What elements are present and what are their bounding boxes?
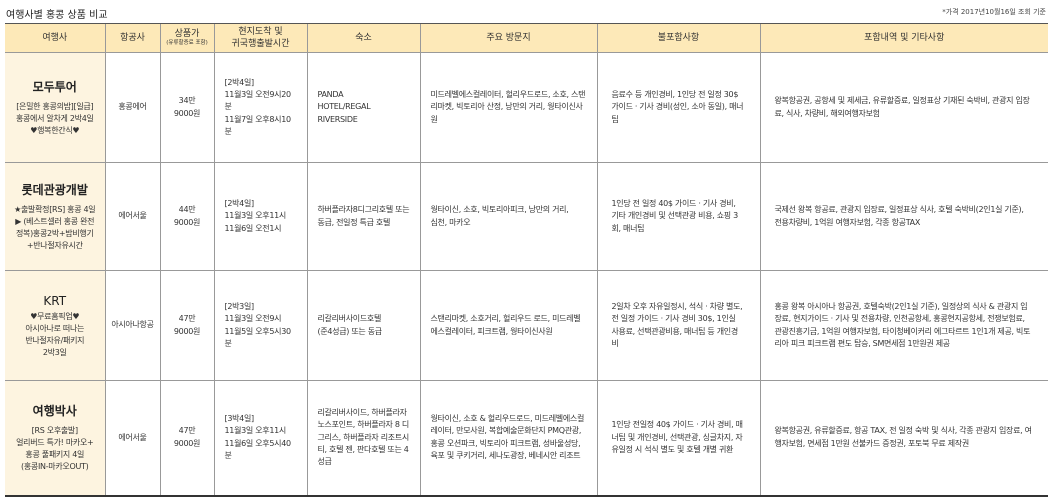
page-title: 여행사별 홍콩 상품 비교 (6, 10, 108, 21)
excluded-cell: 1인당 전 일정 40$ 가이드 · 기사 경비, 기타 개인경비 및 선택관광… (596, 162, 760, 271)
sights-cell: 웡타이신, 소호 & 헐리우드로드, 미드레벨에스컬레이터, 만모사원, 복합예… (419, 380, 597, 497)
header-times: 현지도착 및 귀국행출발시간 (213, 23, 307, 53)
header-price: 상품가 (유류할증료 포함) (159, 23, 214, 53)
table-row: KRT ♥무료홈픽업♥ 아시아나로 떠나는 반나절자유/패키지 2박3일 아시아나… (5, 270, 1048, 381)
sights-cell: 스탠리마켓, 소호거리, 헐리우드 로드, 미드레벨 에스컬레이터, 피크트램,… (419, 270, 597, 381)
agency-cell: KRT ♥무료홈픽업♥ 아시아나로 떠나는 반나절자유/패키지 2박3일 (5, 270, 105, 381)
table-row: 여행박사 [RS 오후출발] 얼리버드 특가! 마카오+ 홍콩 풀패키지 4일 (… (5, 380, 1048, 497)
times-cell: [3박4일] 11월3일 오후11시 11월6일 오후5시40분 (213, 380, 307, 497)
included-cell: 홍콩 왕복 아시아나 항공권, 호텔숙박(2인1실 기준), 일정상의 식사 &… (759, 270, 1048, 381)
header-price-label: 상품가 (174, 29, 200, 40)
header-sights: 주요 방문지 (419, 23, 597, 53)
table-row: 롯데관광개발 ★출발확정[RS] 홍콩 4일 ▶ (베스트셀러 홍콩 완전 정복)… (5, 162, 1048, 271)
header-excluded: 불포함사항 (596, 23, 760, 53)
times-cell: [2박4일] 11월3일 오전9시20분 11월7일 오후8시10분 (213, 52, 307, 163)
price-cell: 47만 9000원 (159, 380, 214, 497)
sights-cell: 미드레벨에스컬레이터, 헐리우드로드, 소호, 스탠리마켓, 빅토리아 산정, … (419, 52, 597, 163)
agency-name: 롯데관광개발 (21, 183, 88, 198)
excluded-cell: 음료수 등 개인경비, 1인당 전 일정 30$ 가이드 · 기사 경비(성인,… (596, 52, 760, 163)
price-basis-note: *가격 2017년10월16일 조회 기준 (942, 8, 1046, 16)
agency-cell: 롯데관광개발 ★출발확정[RS] 홍콩 4일 ▶ (베스트셀러 홍콩 완전 정복)… (5, 162, 105, 271)
agency-name: 모두투어 (32, 80, 77, 95)
header-row: 여행사 항공사 상품가 (유류할증료 포함) 현지도착 및 귀국행출발시간 숙소 … (5, 23, 1048, 53)
included-cell: 왕복항공권, 유류할증료, 항공 TAX, 전 일정 숙박 및 식사, 각종 관… (759, 380, 1048, 497)
header-price-sub: (유류할증료 포함) (166, 40, 208, 47)
airline-cell: 에어서울 (104, 380, 160, 497)
header-hotel: 숙소 (306, 23, 420, 53)
times-cell: [2박3일] 11월3일 오전9시 11월5일 오후5시30분 (213, 270, 307, 381)
times-cell: [2박4일] 11월3일 오후11시 11월6일 오전1시 (213, 162, 307, 271)
sights-cell: 웡타이신, 소호, 빅토리아피크, 낭만의 거리, 심천, 마카오 (419, 162, 597, 271)
header-included: 포함내역 및 기타사항 (759, 23, 1048, 53)
price-cell: 44만 9000원 (159, 162, 214, 271)
agency-name: 여행박사 (32, 404, 77, 419)
product-name: ★출발확정[RS] 홍콩 4일 ▶ (베스트셀러 홍콩 완전 정복)홍콩2박+밤… (14, 204, 96, 250)
hotel-cell: PANDA HOTEL/REGAL RIVERSIDE (306, 52, 420, 163)
header-airline: 항공사 (104, 23, 160, 53)
excluded-cell: 2일차 오후 자유일정시, 석식 · 차량 별도, 전 일정 가이드 · 기사 … (596, 270, 760, 381)
price-cell: 34만 9000원 (159, 52, 214, 163)
agency-cell: 모두투어 [은밀한 홍콩의밤][일급] 홍콩에서 알차게 2박4일 ♥행복한간식♥ (5, 52, 105, 163)
airline-cell: 에어서울 (104, 162, 160, 271)
agency-cell: 여행박사 [RS 오후출발] 얼리버드 특가! 마카오+ 홍콩 풀패키지 4일 (… (5, 380, 105, 497)
product-name: [은밀한 홍콩의밤][일급] 홍콩에서 알차게 2박4일 ♥행복한간식♥ (15, 101, 94, 135)
included-cell: 왕복항공권, 공항세 및 제세금, 유류할증료, 일정표상 기재된 숙박비, 관… (759, 52, 1048, 163)
agency-name: KRT (43, 294, 67, 309)
airline-cell: 홍콩에어 (104, 52, 160, 163)
product-name: [RS 오후출발] 얼리버드 특가! 마카오+ 홍콩 풀패키지 4일 (홍콩IN… (16, 426, 94, 472)
table-row: 모두투어 [은밀한 홍콩의밤][일급] 홍콩에서 알차게 2박4일 ♥행복한간식♥… (5, 52, 1048, 163)
price-cell: 47만 9000원 (159, 270, 214, 381)
hotel-cell: 리갈리버사이드호텔 (준4성급) 또는 동급 (306, 270, 420, 381)
excluded-cell: 1인당 전일정 40$ 가이드 · 기사 경비, 매너팁 및 개인경비, 선택관… (596, 380, 760, 497)
airline-cell: 아시아나항공 (104, 270, 160, 381)
included-cell: 국제선 왕복 항공료, 관광지 입장료, 일정표상 식사, 호텔 숙박비(2인1… (759, 162, 1048, 271)
hotel-cell: 리갈리버사이드, 하버플라자 노스포인트, 하버플라자 8 디그리스, 하버플라… (306, 380, 420, 497)
hotel-cell: 하버플라자8디그리호텔 또는 동급, 전일정 특급 호텔 (306, 162, 420, 271)
comparison-table: 여행사 항공사 상품가 (유류할증료 포함) 현지도착 및 귀국행출발시간 숙소 … (5, 23, 1048, 497)
header-agency: 여행사 (5, 23, 105, 53)
product-name: ♥무료홈픽업♥ 아시아나로 떠나는 반나절자유/패키지 2박3일 (25, 311, 85, 357)
